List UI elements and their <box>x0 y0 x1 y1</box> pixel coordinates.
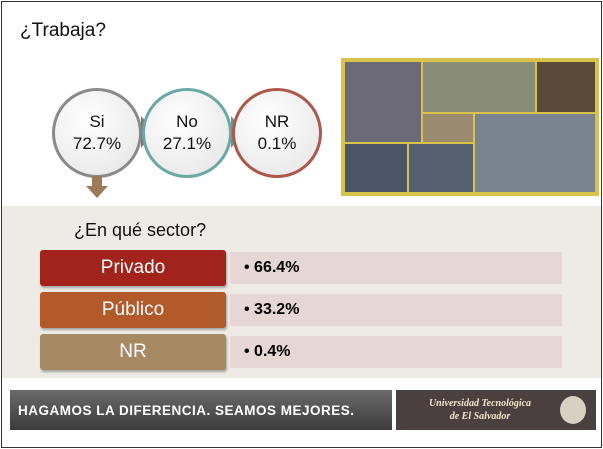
sector-label: NR <box>40 334 226 370</box>
sector-label: Público <box>40 292 226 328</box>
circle-label: NR <box>265 111 290 133</box>
sector-value: 66.4% <box>230 252 562 284</box>
circle: No 27.1% <box>142 88 232 178</box>
down-arrow <box>86 176 108 198</box>
sector-value: 0.4% <box>230 336 562 368</box>
slide: ¿Trabaja? Si 72.7% No 27.1% NR 0.1% ¿En … <box>1 1 602 448</box>
sector-value-text: 0.4% <box>244 343 291 361</box>
slogan: HAGAMOS LA DIFERENCIA. SEAMOS MEJORES. <box>18 403 355 418</box>
circle-value: 27.1% <box>163 133 211 155</box>
sector-title: ¿En qué sector? <box>74 220 206 241</box>
sector-value-text: 66.4% <box>244 259 299 277</box>
circle: NR 0.1% <box>232 88 322 178</box>
circle: Si 72.7% <box>52 88 142 178</box>
logo-line: Universidad Tecnológica <box>406 398 554 409</box>
circle-value: 72.7% <box>73 133 121 155</box>
logo-line: de El Salvador <box>406 411 554 422</box>
sector-value-text: 33.2% <box>244 301 299 319</box>
title: ¿Trabaja? <box>20 20 106 42</box>
sector-label: Privado <box>40 250 226 286</box>
sector-value: 33.2% <box>230 294 562 326</box>
circle-label: No <box>176 111 198 133</box>
slogan-banner: HAGAMOS LA DIFERENCIA. SEAMOS MEJORES. <box>10 390 392 430</box>
logo-emblem <box>560 396 586 424</box>
logo: Universidad Tecnológica de El Salvador <box>396 390 596 430</box>
photo-collage <box>341 58 599 196</box>
circle-value: 0.1% <box>258 133 297 155</box>
circle-label: Si <box>89 111 104 133</box>
